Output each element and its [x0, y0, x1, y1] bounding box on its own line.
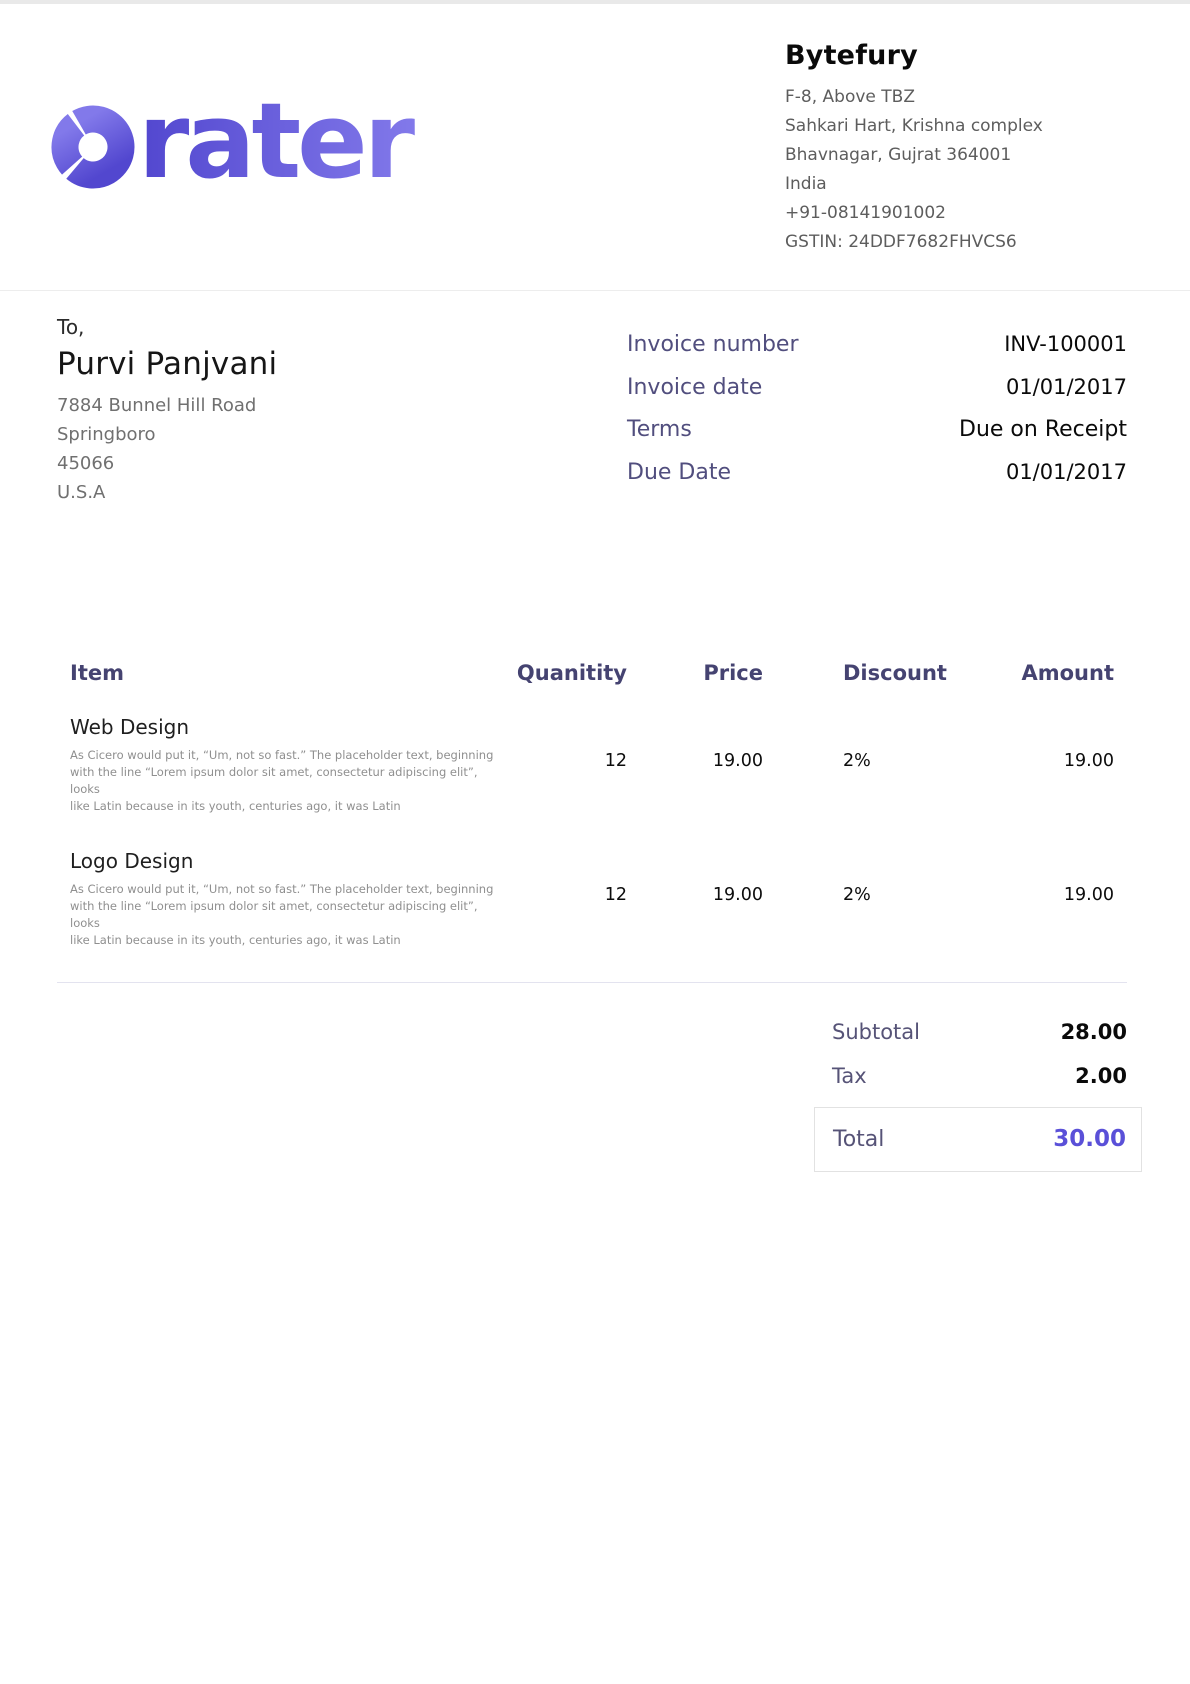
meta-row-due-date: Due Date 01/01/2017: [627, 459, 1127, 486]
subtotal-label: Subtotal: [832, 1020, 920, 1044]
meta-row-invoice-date: Invoice date 01/01/2017: [627, 374, 1127, 401]
column-header-quantity: Quanitity: [516, 661, 627, 685]
terms-value: Due on Receipt: [959, 417, 1127, 442]
invoice-date-label: Invoice date: [627, 375, 763, 400]
subtotal-row: Subtotal 28.00: [814, 1019, 1142, 1045]
crater-logo-c-ring: [51, 105, 135, 189]
item-amount: 19.00: [1063, 885, 1114, 905]
tax-value: 2.00: [1075, 1064, 1127, 1088]
invoice-parties-section: To, Purvi Panjvani 7884 Bunnel Hill Road…: [0, 291, 1190, 503]
crater-logo: rater: [46, 70, 498, 202]
item-name: Web Design: [70, 715, 190, 739]
item-row: Logo Design As Cicero would put it, “Um,…: [57, 848, 1127, 949]
bill-to-block: To, Purvi Panjvani 7884 Bunnel Hill Road…: [57, 315, 277, 507]
item-row: Web Design As Cicero would put it, “Um, …: [57, 714, 1127, 815]
customer-name: Purvi Panjvani: [57, 346, 278, 382]
tax-row: Tax 2.00: [814, 1063, 1142, 1089]
item-description-line: like Latin because in its youth, centuri…: [70, 933, 401, 947]
page-top-strip: [0, 0, 1190, 4]
invoice-meta-block: Invoice number INV-100001 Invoice date 0…: [627, 331, 1127, 502]
invoice-number-label: Invoice number: [627, 332, 799, 357]
item-discount: 2%: [843, 751, 871, 771]
crater-logo-wordmark: rater: [138, 80, 415, 192]
subtotal-value: 28.00: [1060, 1020, 1127, 1044]
item-quantity: 12: [604, 885, 627, 905]
company-address-line: Bhavnagar, Gujrat 364001: [785, 145, 1012, 165]
totals-block: Subtotal 28.00 Tax 2.00 Total 30.00: [814, 1019, 1142, 1172]
company-gstin: GSTIN: 24DDF7682FHVCS6: [785, 232, 1017, 252]
items-table-header: Item Quanitity Price Discount Amount: [57, 660, 1127, 686]
item-discount: 2%: [843, 885, 871, 905]
item-cell: Logo Design As Cicero would put it, “Um,…: [57, 848, 513, 949]
totals-section: Subtotal 28.00 Tax 2.00 Total 30.00: [0, 1019, 1190, 1172]
items-divider: [57, 982, 1127, 983]
column-header-item: Item: [70, 661, 124, 685]
invoice-header: rater Bytefury F-8, Above TBZ Sahkari Ha…: [0, 4, 1190, 291]
column-header-price: Price: [703, 661, 763, 685]
item-description-line: As Cicero would put it, “Um, not so fast…: [70, 748, 494, 762]
item-description: As Cicero would put it, “Um, not so fast…: [70, 747, 502, 815]
bill-to-label: To,: [57, 315, 85, 339]
item-description: As Cicero would put it, “Um, not so fast…: [70, 881, 502, 949]
item-price: 19.00: [712, 751, 763, 771]
item-name: Logo Design: [70, 849, 194, 873]
crater-logo-graphic: rater: [51, 80, 419, 202]
tax-label: Tax: [832, 1064, 867, 1088]
total-value: 30.00: [1053, 1126, 1126, 1152]
column-header-amount: Amount: [1021, 661, 1114, 685]
company-address-line: India: [785, 174, 827, 194]
customer-address-line: 7884 Bunnel Hill Road: [57, 395, 257, 416]
company-phone: +91-08141901002: [785, 203, 946, 223]
item-quantity: 12: [604, 751, 627, 771]
item-price: 19.00: [712, 885, 763, 905]
total-box: Total 30.00: [814, 1107, 1142, 1172]
due-date-value: 01/01/2017: [1005, 460, 1127, 484]
item-description-line: As Cicero would put it, “Um, not so fast…: [70, 882, 494, 896]
customer-address-line: Springboro: [57, 424, 156, 445]
meta-row-invoice-number: Invoice number INV-100001: [627, 331, 1127, 358]
invoice-date-value: 01/01/2017: [1005, 375, 1127, 399]
due-date-label: Due Date: [627, 460, 731, 485]
total-label: Total: [833, 1127, 885, 1152]
company-block: Bytefury F-8, Above TBZ Sahkari Hart, Kr…: [785, 40, 1130, 257]
company-name: Bytefury: [785, 40, 918, 71]
company-address-line: Sahkari Hart, Krishna complex: [785, 116, 1043, 136]
item-description-line: like Latin because in its youth, centuri…: [70, 799, 401, 813]
item-cell: Web Design As Cicero would put it, “Um, …: [57, 714, 513, 815]
invoice-number-value: INV-100001: [1004, 332, 1127, 356]
company-address-line: F-8, Above TBZ: [785, 87, 915, 107]
item-description-line: with the line “Lorem ipsum dolor sit ame…: [70, 765, 478, 796]
item-description-line: with the line “Lorem ipsum dolor sit ame…: [70, 899, 478, 930]
meta-row-terms: Terms Due on Receipt: [627, 417, 1127, 443]
column-header-discount: Discount: [843, 661, 947, 685]
customer-address-line: U.S.A: [57, 482, 106, 503]
items-table: Item Quanitity Price Discount Amount Web…: [57, 660, 1127, 949]
customer-address-line: 45066: [57, 453, 115, 474]
terms-label: Terms: [627, 417, 692, 442]
item-amount: 19.00: [1063, 751, 1114, 771]
